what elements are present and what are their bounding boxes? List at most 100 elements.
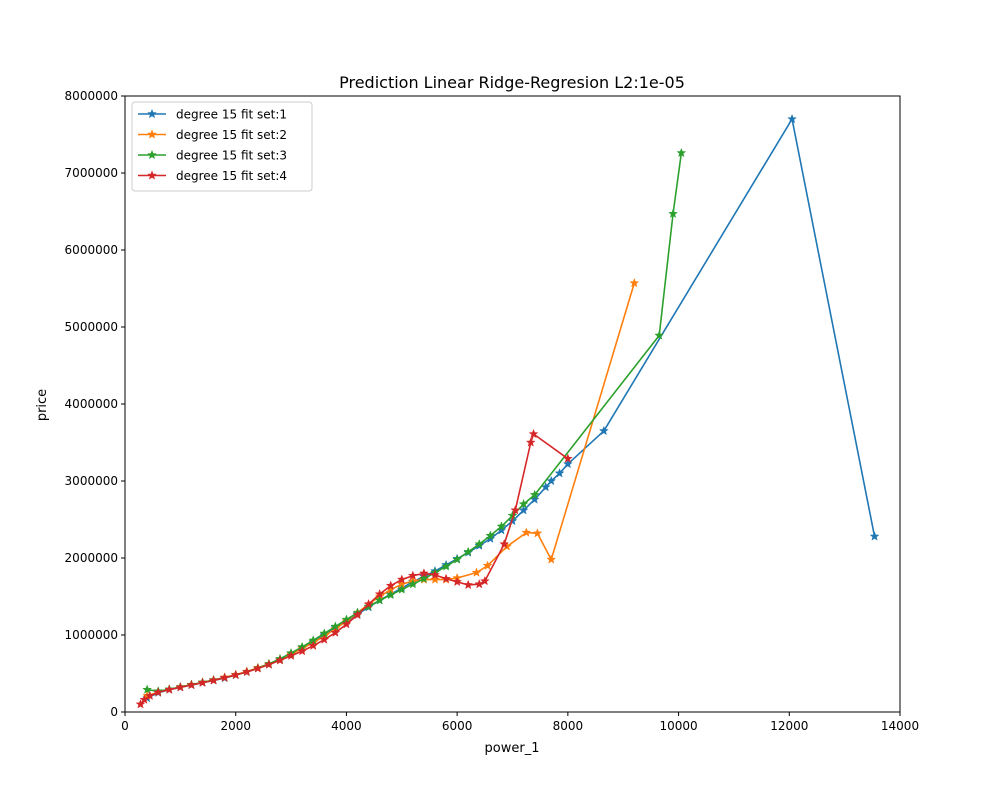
- y-tick-label: 5000000: [65, 320, 118, 334]
- series-2-point: [471, 567, 482, 577]
- axis-ticks: 0 2000 4000 6000 8000 10000 12000 14000 0 1000000…: [65, 89, 920, 733]
- series-4-point: [499, 538, 510, 549]
- series-3-point: [418, 573, 429, 584]
- series-4-point: [241, 666, 252, 677]
- series-4-point: [352, 609, 363, 620]
- legend-marker: [147, 170, 157, 180]
- series-4-point: [396, 574, 407, 584]
- series-4-point: [562, 453, 573, 463]
- legend-item: degree 15 fit set:2: [138, 128, 287, 142]
- series-3-point: [441, 561, 452, 571]
- series-3-point: [474, 538, 485, 549]
- x-tick-label: 8000: [553, 719, 584, 733]
- plot-area: [135, 113, 880, 709]
- series-3-point: [676, 147, 687, 158]
- legend-label: degree 15 fit set:3: [176, 149, 287, 163]
- series-3-point: [654, 330, 665, 340]
- series-4-point: [363, 598, 374, 609]
- legend-marker: [147, 108, 157, 119]
- series-4-point: [341, 619, 352, 629]
- series-4-point: [252, 663, 263, 673]
- x-tick-label: 6000: [442, 719, 473, 733]
- series-3-point: [374, 595, 385, 605]
- series-4-point: [275, 655, 285, 665]
- legend-item: degree 15 fit set:3: [138, 149, 287, 163]
- series-1-point: [869, 531, 880, 541]
- series-4-point: [452, 576, 463, 587]
- series-3-point: [668, 208, 679, 219]
- legend-box: [131, 101, 313, 192]
- plot-frame: [124, 95, 901, 713]
- x-tick-label: 0: [121, 719, 129, 733]
- series-2-point: [629, 277, 640, 288]
- series-4-point: [525, 437, 536, 447]
- series-4-point: [175, 682, 186, 692]
- series-4-point: [463, 579, 474, 590]
- series-4-point: [430, 569, 440, 580]
- series-4-point: [263, 659, 274, 669]
- legend: degree 15 fit set:1 degree 15 fit set:2 de…: [131, 101, 313, 192]
- series-4-point: [418, 568, 429, 578]
- series-1-point: [787, 113, 798, 124]
- y-axis-label: price: [35, 389, 50, 421]
- series-1-point: [562, 458, 573, 469]
- series-1-point: [554, 468, 565, 478]
- x-tick-label: 10000: [659, 719, 697, 733]
- y-tick-label: 1000000: [65, 628, 118, 642]
- series-3-point: [529, 489, 540, 500]
- series-4-point: [135, 699, 146, 709]
- series-1-point: [546, 475, 557, 486]
- series-2-point: [532, 528, 543, 538]
- x-tick-label: 2000: [220, 719, 251, 733]
- y-tick-label: 4000000: [65, 397, 118, 411]
- series-4-point: [441, 573, 452, 584]
- legend-label: degree 15 fit set:1: [176, 108, 287, 122]
- series-4-point: [528, 428, 539, 439]
- legend-label: degree 15 fit set:4: [176, 169, 287, 183]
- series-4-point: [479, 575, 490, 586]
- x-tick-label: 14000: [881, 719, 919, 733]
- series-3-point: [452, 554, 463, 564]
- series-2-point: [546, 554, 557, 564]
- y-tick-label: 3000000: [65, 474, 118, 488]
- series-3-point: [518, 498, 529, 509]
- series-2-point: [521, 527, 532, 537]
- series-3-point: [396, 584, 407, 594]
- series-layer: [135, 113, 880, 709]
- series-4-point: [230, 669, 241, 680]
- series-2-point: [430, 574, 440, 584]
- series-3-point: [407, 578, 418, 589]
- x-tick-label: 4000: [331, 719, 362, 733]
- series-4-point: [153, 687, 164, 697]
- series-1-point: [598, 425, 609, 436]
- legend-label: degree 15 fit set:2: [176, 128, 287, 142]
- series-4: [135, 428, 573, 709]
- series-4-point: [286, 650, 297, 661]
- series-4-point: [186, 679, 197, 690]
- legend-marker: [147, 129, 157, 139]
- series-3-point: [463, 546, 474, 557]
- series-4-point: [297, 645, 308, 656]
- series-3-point: [496, 521, 507, 531]
- series-1-point: [518, 505, 529, 515]
- series-4-point: [374, 588, 385, 599]
- y-tick-label: 7000000: [65, 166, 118, 180]
- series-3-point: [385, 589, 396, 600]
- series-4-point: [319, 634, 330, 644]
- y-tick-label: 0: [110, 705, 118, 719]
- series-4-point: [219, 672, 230, 682]
- series-4-point: [144, 690, 155, 701]
- x-tick-label: 12000: [770, 719, 808, 733]
- x-axis-label: power_1: [485, 741, 540, 756]
- series-2-point: [482, 560, 493, 570]
- series-4-point: [330, 627, 341, 637]
- legend-marker: [147, 149, 157, 160]
- series-4-point: [197, 677, 208, 687]
- legend-item: degree 15 fit set:4: [138, 169, 287, 183]
- y-tick-label: 8000000: [65, 89, 118, 103]
- chart-title: Prediction Linear Ridge-Regresion L2:1e-…: [339, 73, 685, 92]
- series-4-point: [308, 640, 319, 650]
- series-4-point: [510, 505, 521, 515]
